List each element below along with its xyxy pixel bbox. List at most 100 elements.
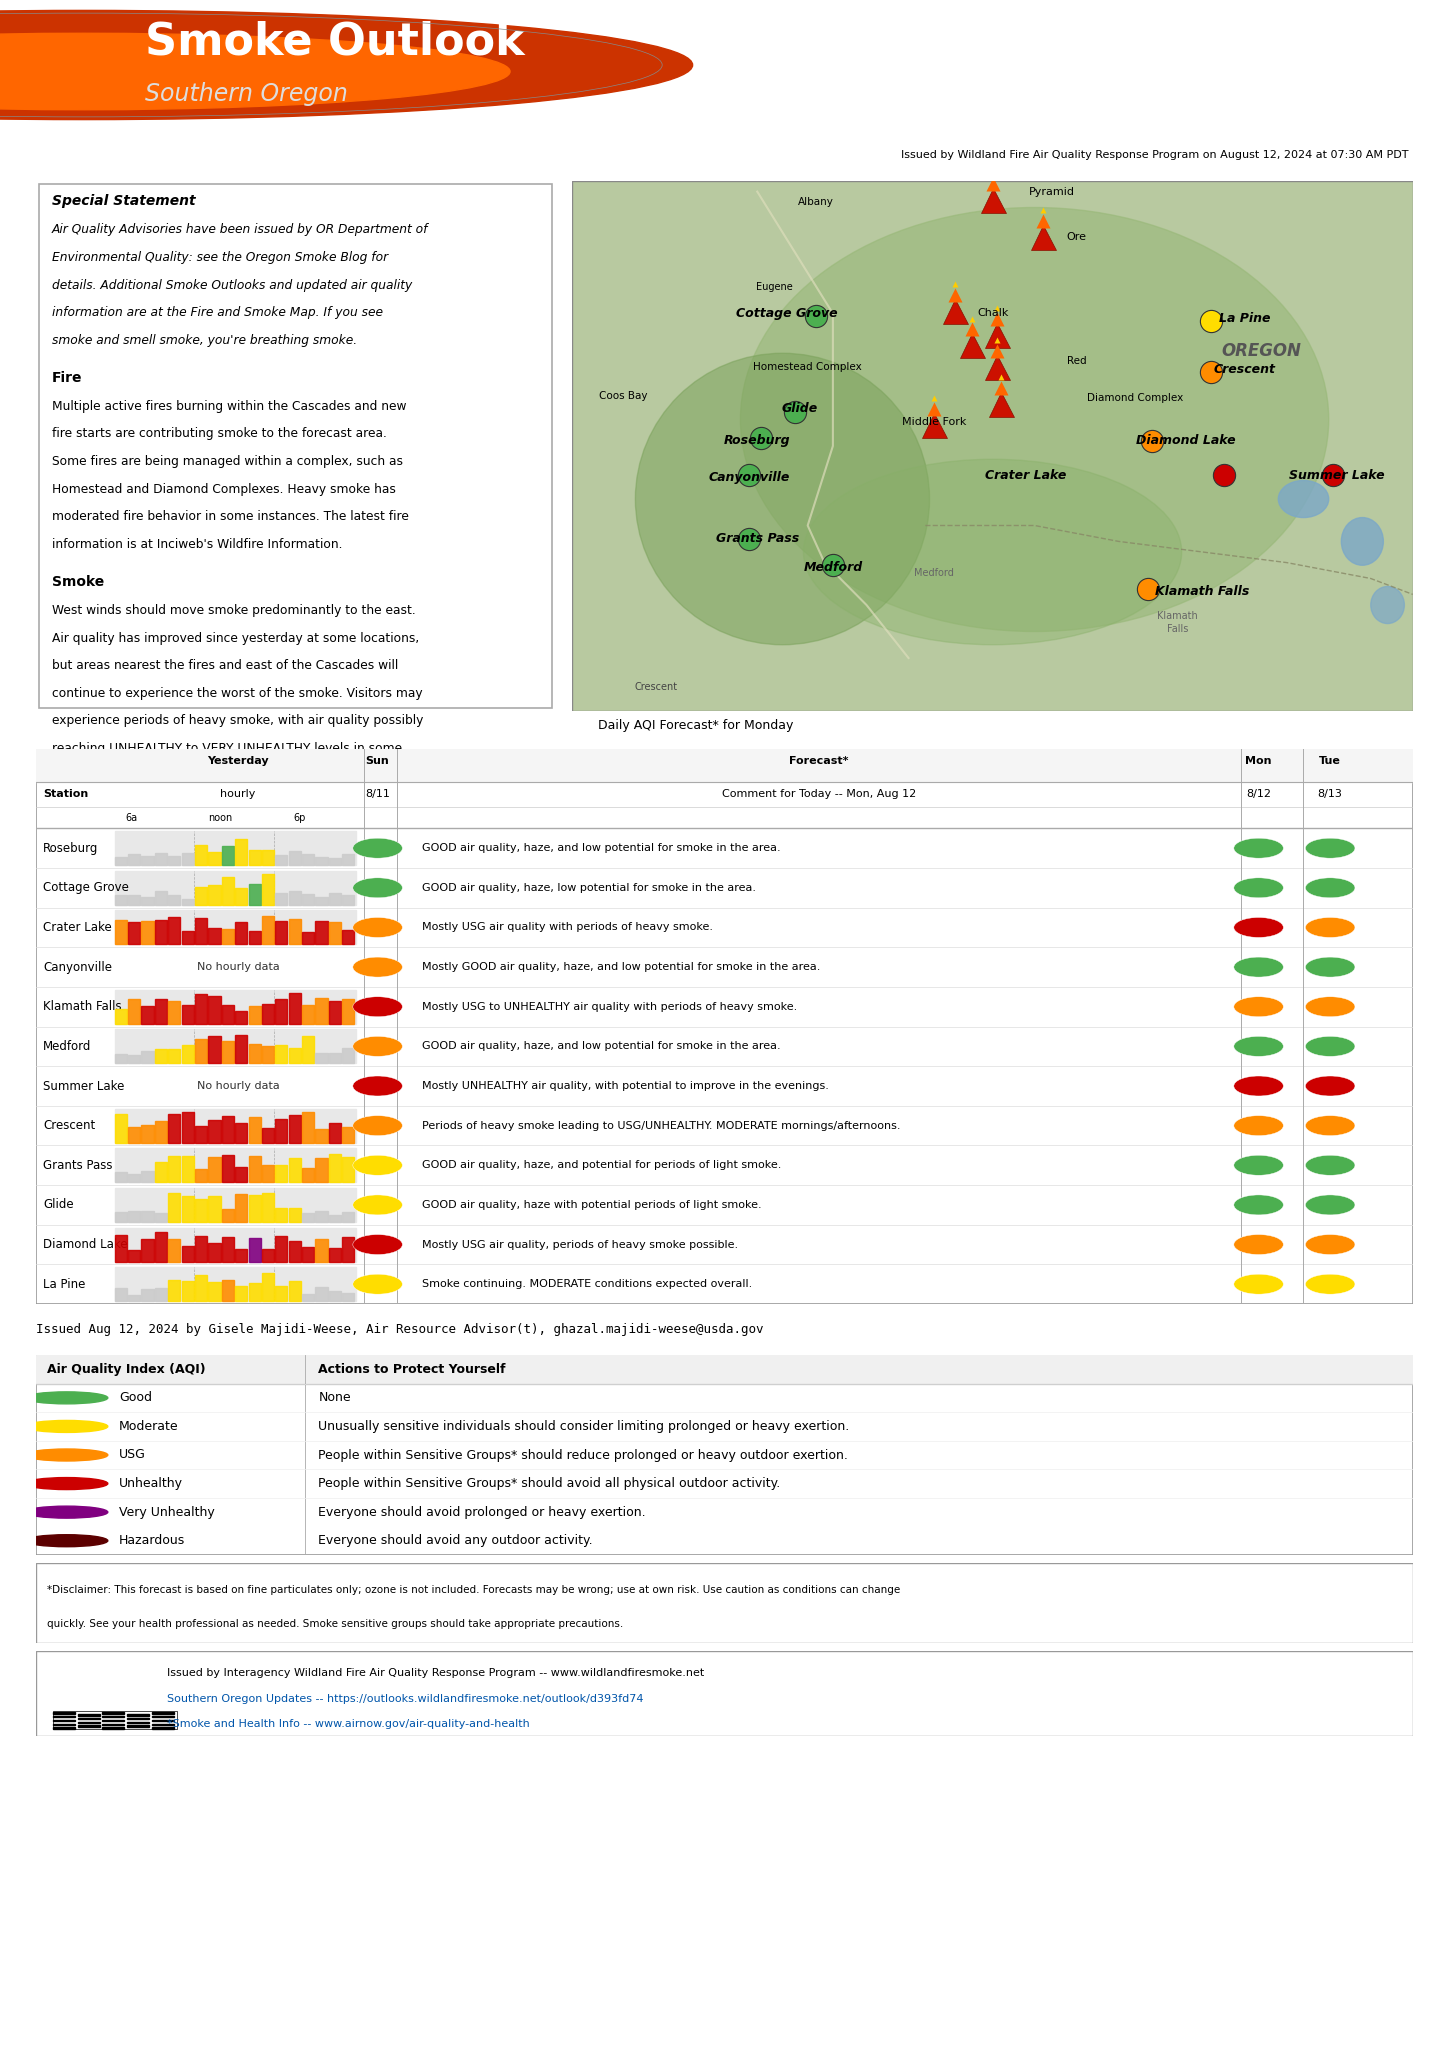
Text: Middle Fork: Middle Fork — [901, 418, 966, 428]
Bar — [114, 1108, 355, 1143]
FancyBboxPatch shape — [36, 1356, 1413, 1554]
Circle shape — [1306, 879, 1355, 897]
Bar — [196, 1038, 207, 1063]
Bar — [301, 854, 314, 864]
Text: fire starts are contributing smoke to the forecast area.: fire starts are contributing smoke to th… — [52, 428, 387, 440]
Text: 8/11: 8/11 — [365, 788, 390, 799]
Text: Diamond Lake: Diamond Lake — [43, 1239, 128, 1251]
Bar — [114, 1288, 128, 1300]
Bar — [168, 1114, 180, 1143]
Text: Medford: Medford — [914, 567, 953, 578]
Bar — [114, 1030, 355, 1063]
Bar — [262, 1047, 274, 1063]
Bar — [249, 850, 261, 864]
Text: areas. The I-5 corridor is predicted to stay mostly GOOD.: areas. The I-5 corridor is predicted to … — [52, 770, 401, 782]
Circle shape — [354, 1235, 403, 1255]
Bar — [222, 930, 233, 944]
Bar — [36, 1106, 1413, 1145]
Bar — [275, 1208, 287, 1223]
Text: continue to experience the worst of the smoke. Visitors may: continue to experience the worst of the … — [52, 686, 423, 700]
Text: Air Quality Index (AQI): Air Quality Index (AQI) — [48, 1362, 206, 1376]
Text: Klamath Falls: Klamath Falls — [43, 999, 122, 1014]
Circle shape — [1233, 879, 1284, 897]
Text: Good: Good — [119, 1391, 152, 1405]
Text: No hourly data: No hourly data — [197, 963, 280, 973]
Bar — [114, 1235, 128, 1262]
Bar — [209, 1282, 220, 1300]
Bar — [168, 895, 180, 905]
Text: Everyone should avoid any outdoor activity.: Everyone should avoid any outdoor activi… — [319, 1534, 593, 1546]
Bar — [209, 1157, 220, 1182]
Bar — [249, 930, 261, 944]
Bar — [155, 1288, 167, 1300]
Bar — [168, 1192, 180, 1223]
Text: Smoke: Smoke — [52, 575, 104, 588]
Bar — [114, 1010, 128, 1024]
Bar — [181, 1006, 194, 1024]
Bar — [222, 877, 233, 905]
Bar — [262, 1165, 274, 1182]
Circle shape — [1233, 1235, 1284, 1255]
Text: Homestead Complex: Homestead Complex — [753, 362, 862, 371]
Bar — [316, 1157, 327, 1182]
Text: Mon: Mon — [1245, 756, 1272, 766]
Bar — [196, 1200, 207, 1223]
Bar — [301, 1167, 314, 1182]
Bar — [262, 1249, 274, 1262]
Circle shape — [25, 1421, 107, 1432]
Circle shape — [354, 918, 403, 938]
Bar — [316, 1128, 327, 1143]
Bar — [114, 1268, 355, 1300]
Bar — [235, 1286, 248, 1300]
Text: GOOD air quality, haze, low potential for smoke in the area.: GOOD air quality, haze, low potential fo… — [422, 883, 756, 893]
Text: smoke and smell smoke, you're breathing smoke.: smoke and smell smoke, you're breathing … — [52, 334, 356, 346]
Bar — [181, 1245, 194, 1262]
Bar — [329, 1153, 341, 1182]
Bar — [275, 893, 287, 905]
Ellipse shape — [803, 459, 1182, 645]
Bar — [301, 1112, 314, 1143]
Circle shape — [354, 879, 403, 897]
Text: Moderate: Moderate — [119, 1419, 178, 1434]
Text: GOOD air quality, haze with potential periods of light smoke.: GOOD air quality, haze with potential pe… — [422, 1200, 761, 1210]
Bar — [249, 1237, 261, 1262]
Text: hourly: hourly — [220, 788, 255, 799]
Bar — [222, 1280, 233, 1300]
Text: People within Sensitive Groups* should avoid all physical outdoor activity.: People within Sensitive Groups* should a… — [319, 1477, 781, 1491]
FancyBboxPatch shape — [36, 750, 1413, 1305]
Text: Diamond Complex: Diamond Complex — [1087, 393, 1184, 403]
Text: 6a: 6a — [125, 813, 138, 823]
Circle shape — [1306, 1194, 1355, 1214]
Bar — [275, 1286, 287, 1300]
Bar — [262, 1194, 274, 1223]
Bar — [288, 1049, 301, 1063]
Text: *Smoke and Health Info -- www.airnow.gov/air-quality-and-health: *Smoke and Health Info -- www.airnow.gov… — [167, 1718, 530, 1729]
Text: 8/13: 8/13 — [1317, 788, 1343, 799]
Text: Actions to Protect Yourself: Actions to Protect Yourself — [319, 1362, 506, 1376]
Bar — [128, 1294, 141, 1300]
Bar — [222, 1040, 233, 1063]
Text: Klamath Falls: Klamath Falls — [1155, 586, 1250, 598]
Bar — [288, 993, 301, 1024]
Text: Yesterday: Yesterday — [207, 756, 268, 766]
Text: Tue: Tue — [1319, 756, 1342, 766]
Bar — [262, 850, 274, 864]
Text: Station: Station — [43, 788, 88, 799]
Circle shape — [25, 1450, 107, 1460]
Circle shape — [1233, 838, 1284, 858]
Circle shape — [25, 1534, 107, 1546]
Circle shape — [1306, 1274, 1355, 1294]
Text: information is at Inciweb's Wildfire Information.: information is at Inciweb's Wildfire Inf… — [52, 539, 342, 551]
Text: Very Unhealthy: Very Unhealthy — [119, 1505, 214, 1520]
Text: Grants Pass: Grants Pass — [716, 532, 798, 545]
Bar — [249, 1194, 261, 1223]
Bar — [222, 1155, 233, 1182]
Ellipse shape — [740, 207, 1329, 631]
Text: quickly. See your health professional as needed. Smoke sensitive groups should t: quickly. See your health professional as… — [48, 1620, 623, 1628]
Text: Periods of heavy smoke leading to USG/UNHEALTHY. MODERATE mornings/afternoons.: Periods of heavy smoke leading to USG/UN… — [422, 1120, 900, 1130]
Bar — [114, 1149, 355, 1182]
Circle shape — [1306, 918, 1355, 938]
Bar — [316, 897, 327, 905]
Text: Issued Aug 12, 2024 by Gisele Majidi-Weese, Air Resource Advisor(t), ghazal.maji: Issued Aug 12, 2024 by Gisele Majidi-Wee… — [36, 1323, 764, 1335]
Bar — [196, 918, 207, 944]
